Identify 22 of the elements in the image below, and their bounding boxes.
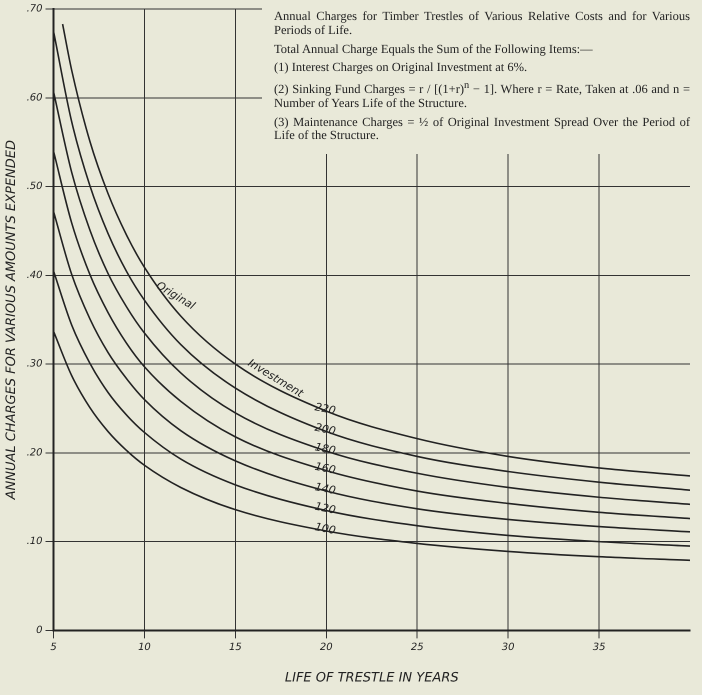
annotation: (2) Sinking Fund Charges = r / [(1+r)$^{n}$ − 1]. Where r = Rate, Taken at .06 and n = Number of Years Life of the Structure.	[274, 80, 690, 111]
x-tick-label: 15	[228, 642, 242, 653]
y-axis-title: ANNUAL CHARGES FOR VARIOUS AMOUNTS EXPENDED	[4, 140, 20, 500]
y-tick-label: .20	[26, 447, 43, 458]
text: Annual Charges for Timber Trestles of Various Relative Costs and for Various Periods of Life.	[274, 9, 690, 38]
x-tick-label: 30	[502, 642, 515, 653]
y-tick-label: 0	[36, 624, 43, 636]
x-tick-label: 10	[138, 642, 151, 653]
annotation: (1) Interest Charges on Original Investment at 6%.	[274, 60, 528, 75]
y-tick-label: .30	[26, 358, 43, 370]
annotation: (3) Maintenance Charges = ½ of Original Investment Spread Over the Period of Life of the Structure.	[274, 114, 690, 144]
y-tick-label: .70	[26, 4, 43, 15]
annotation: Total Annual Charge Equals the Sum of the Following Items:—	[274, 42, 594, 56]
x-tick-label: 5	[50, 642, 57, 653]
x-tick-label: 35	[592, 642, 606, 653]
y-tick-label: .10	[26, 536, 43, 548]
y-tick-label: .40	[26, 270, 43, 281]
x-tick-label: 20	[320, 642, 333, 653]
y-tick-label: .60	[26, 92, 43, 104]
x-axis-title: LIFE OF TRESTLE IN YEARS	[284, 670, 459, 686]
y-tick-label: .50	[26, 181, 43, 192]
x-tick-label: 25	[410, 642, 424, 653]
